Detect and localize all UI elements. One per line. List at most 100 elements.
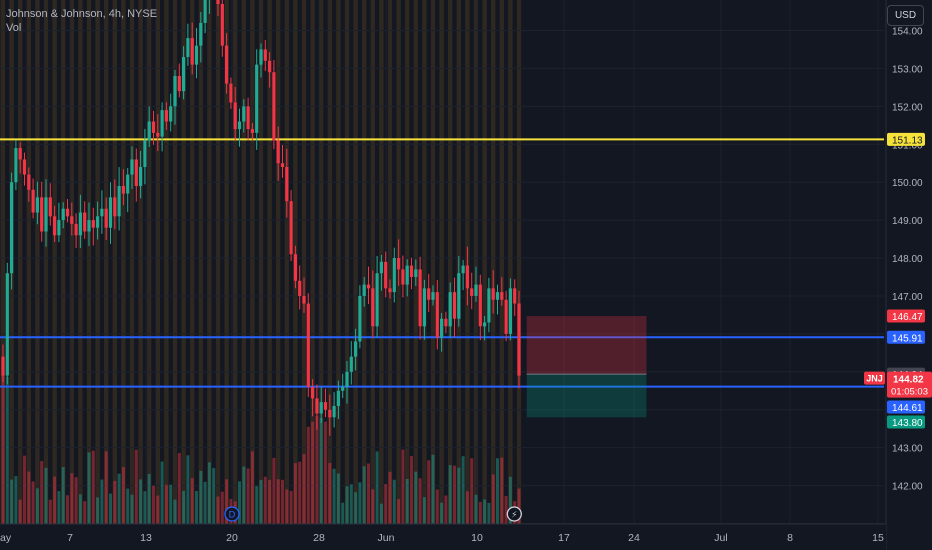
candle-body — [323, 402, 328, 410]
candle-body — [289, 201, 293, 255]
price-tick-label: 149.00 — [892, 216, 923, 227]
volume-bar — [410, 456, 413, 524]
candle-body — [14, 148, 18, 183]
volume-bar — [358, 482, 362, 524]
volume-bar — [332, 468, 336, 524]
volume-bar — [18, 499, 22, 524]
candle-body — [229, 83, 233, 103]
volume-bar — [457, 467, 461, 524]
volume-bar — [14, 476, 18, 524]
candle-body — [504, 299, 508, 334]
candle-body — [268, 60, 272, 73]
dividend-event-icon[interactable] — [224, 506, 240, 522]
session-band — [215, 0, 221, 524]
candle-body — [87, 220, 91, 232]
candle-body — [27, 174, 31, 190]
volume-bar — [212, 468, 216, 524]
volume-bar — [203, 481, 207, 524]
price-tick-label: 148.00 — [892, 254, 923, 265]
volume-bar — [289, 490, 293, 524]
volume-bar — [57, 491, 61, 524]
volume-bar — [199, 470, 203, 524]
candle-body — [371, 288, 375, 327]
volume-bar — [160, 461, 164, 524]
volume-bar — [362, 466, 366, 524]
event-glyph: D — [229, 511, 236, 521]
price-tick-label: 150.00 — [892, 178, 923, 189]
candle-body — [414, 269, 418, 277]
volume-bar — [315, 415, 319, 524]
session-band — [26, 0, 31, 524]
price-axis-bg — [886, 0, 932, 550]
volume-bar — [397, 499, 401, 524]
volume-bar — [440, 502, 444, 524]
volume-bar — [431, 454, 435, 524]
candle-body — [422, 288, 426, 327]
volume-bar — [40, 461, 44, 524]
earnings-event-icon[interactable] — [506, 506, 522, 522]
volume-bar — [164, 484, 168, 524]
event-markers[interactable]: D ⚡ — [224, 506, 522, 522]
candle-body — [57, 220, 61, 236]
volume-bar — [461, 456, 465, 524]
time-tick-label: 24 — [628, 532, 640, 544]
session-band — [491, 0, 496, 524]
candle-body — [272, 72, 276, 141]
volume-bar — [268, 479, 272, 524]
session-band — [172, 0, 178, 524]
volume-bar — [298, 461, 302, 524]
last-price-text: 144.82 — [893, 375, 924, 386]
volume-bar — [5, 376, 9, 524]
volume-bar — [100, 479, 104, 524]
currency-button[interactable]: USD — [887, 5, 924, 26]
candle-body — [220, 3, 224, 46]
candle-body — [1, 356, 5, 376]
session-band — [448, 0, 453, 524]
volume-bar — [190, 478, 194, 524]
candle-body — [134, 159, 138, 186]
volume-bar — [70, 473, 74, 524]
candle-body — [48, 197, 52, 217]
price-label-box — [887, 415, 925, 429]
short-position-tool[interactable] — [526, 316, 647, 418]
candle-body — [74, 223, 78, 236]
candle-body — [444, 318, 448, 327]
session-band — [224, 0, 229, 524]
candle-body — [203, 0, 207, 23]
volume-bar — [306, 426, 310, 524]
volume-bar — [453, 465, 456, 524]
price-tick-label: 153.00 — [892, 64, 923, 75]
session-band — [482, 0, 487, 524]
candle-body — [375, 273, 379, 327]
symbol-tag-text: JNJ — [866, 374, 883, 384]
chart-legend: Johnson & Johnson, 4h, NYSE Vol — [6, 7, 157, 35]
session-band — [138, 0, 143, 524]
candle-body — [22, 159, 27, 175]
candle-body — [315, 398, 319, 414]
session-band — [362, 0, 367, 524]
candle-body — [306, 303, 310, 387]
session-band — [198, 0, 203, 524]
candle-body — [319, 402, 323, 414]
time-axis[interactable]: ay 7 13 20 28 Jun 10 17 24 Jul 8 15 — [0, 523, 886, 550]
volume-bar — [496, 458, 499, 524]
price-label-text: 151.13 — [892, 135, 923, 146]
candle-body — [448, 292, 452, 327]
candle-body — [465, 265, 469, 289]
session-band — [129, 0, 135, 524]
candle-body — [255, 64, 259, 133]
price-axis[interactable]: 142.00143.00144.00145.00146.00147.00148.… — [885, 0, 932, 550]
candle-body — [311, 386, 315, 399]
session-band — [164, 0, 169, 524]
session-band — [181, 0, 186, 524]
candle-body — [328, 409, 332, 418]
volume-bar — [349, 484, 353, 524]
candle-body — [491, 288, 495, 300]
volume-bar — [388, 471, 392, 524]
volume-bar — [302, 454, 306, 524]
session-band — [61, 0, 66, 524]
symbol-title: Johnson & Johnson, 4h, NYSE — [6, 8, 158, 20]
candle-body — [285, 167, 289, 202]
candle-body — [409, 265, 414, 277]
